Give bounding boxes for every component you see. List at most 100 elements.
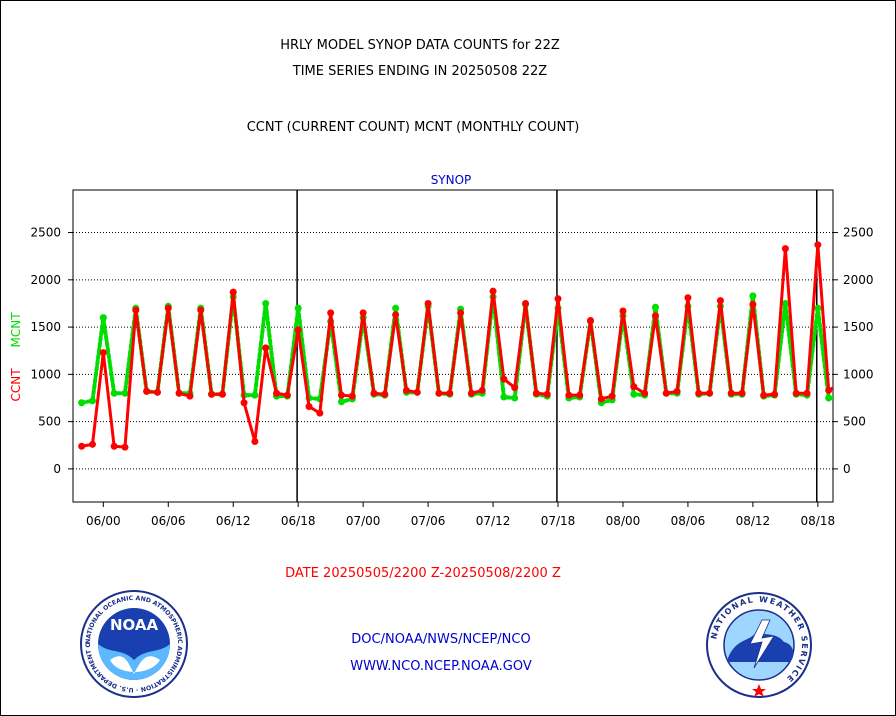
data-point-ccnt — [316, 409, 324, 417]
star-icon — [752, 684, 766, 697]
y-axis-label-ccnt: CCNT — [9, 368, 23, 402]
data-point-ccnt — [803, 389, 811, 397]
gridlines — [73, 232, 833, 470]
data-point-ccnt — [858, 390, 865, 397]
data-point-ccnt — [511, 384, 519, 392]
series-ccnt — [78, 241, 865, 451]
data-point-ccnt — [132, 306, 140, 314]
data-point-ccnt — [208, 390, 216, 398]
x-tick-label: 07/00 — [346, 514, 381, 528]
data-point-ccnt — [760, 391, 768, 399]
series-layer — [78, 241, 865, 451]
data-point-ccnt — [597, 395, 605, 403]
data-point-ccnt — [771, 390, 779, 398]
data-point-ccnt — [781, 245, 789, 253]
data-point-ccnt — [240, 399, 248, 407]
date-range-label: DATE 20250505/2200 Z-20250508/2200 Z — [285, 566, 561, 581]
data-point-mcnt — [825, 394, 833, 402]
plot-area-border — [72, 189, 834, 503]
x-axis: 06/00 06/06 06/12 06/18 07/00 07/06 07/12 07/18… — [86, 502, 835, 528]
data-point-mcnt — [651, 303, 659, 311]
series-line-ccnt — [81, 244, 833, 449]
footer-link-www[interactable]: WWW.NCO.NCEP.NOAA.GOV — [350, 659, 532, 674]
data-point-ccnt — [78, 442, 86, 450]
data-point-ccnt — [543, 390, 551, 398]
y-tick-label-left: 2000 — [30, 273, 61, 287]
data-point-ccnt — [121, 443, 129, 451]
data-point-ccnt — [435, 389, 443, 397]
data-point-mcnt — [78, 399, 86, 407]
data-point-ccnt — [197, 306, 205, 314]
x-tick-label: 06/18 — [281, 514, 316, 528]
data-point-ccnt — [327, 309, 335, 317]
noaa-logo: NOAA NATIONAL OCEANIC AND ATMOSPHERIC AD… — [80, 590, 188, 698]
y-tick-label-left: 1500 — [30, 320, 61, 334]
data-point-ccnt — [489, 287, 497, 295]
data-point-ccnt — [608, 392, 616, 400]
data-point-ccnt — [446, 389, 454, 397]
series-legend-text: CCNT (CURRENT COUNT) MCNT (MONTHLY COUNT… — [246, 120, 580, 135]
data-point-mcnt — [858, 399, 865, 406]
data-point-ccnt — [738, 389, 746, 397]
data-point-ccnt — [478, 386, 486, 394]
data-point-ccnt — [283, 391, 291, 399]
x-tick-label: 08/00 — [606, 514, 641, 528]
data-point-ccnt — [554, 295, 562, 303]
data-point-ccnt — [359, 309, 367, 317]
data-point-ccnt — [716, 297, 724, 305]
y-tick-label-left: 0 — [53, 462, 61, 476]
data-point-ccnt — [792, 389, 800, 397]
data-point-ccnt — [500, 375, 508, 383]
data-point-ccnt — [88, 440, 96, 448]
data-point-mcnt — [121, 389, 129, 397]
data-point-ccnt — [565, 391, 573, 399]
data-point-mcnt — [251, 391, 259, 399]
data-point-ccnt — [305, 403, 313, 411]
x-tick-label: 08/12 — [736, 514, 771, 528]
noaa-logo-text: NOAA — [110, 616, 159, 634]
data-point-ccnt — [294, 326, 302, 334]
data-point-ccnt — [370, 389, 378, 397]
data-point-ccnt — [727, 389, 735, 397]
chart-title-line2: TIME SERIES ENDING IN 20250508 22Z — [292, 64, 548, 79]
data-point-ccnt — [143, 387, 151, 395]
data-point-mcnt — [337, 398, 345, 406]
x-tick-label: 08/18 — [801, 514, 836, 528]
y-tick-label-right: 1000 — [843, 367, 874, 381]
data-point-ccnt — [662, 389, 670, 397]
data-point-ccnt — [337, 391, 345, 399]
data-point-mcnt — [749, 292, 757, 300]
x-tick-label: 07/18 — [541, 514, 576, 528]
data-point-ccnt — [153, 388, 161, 396]
data-point-ccnt — [836, 380, 843, 387]
data-point-ccnt — [576, 391, 584, 399]
data-point-ccnt — [706, 389, 714, 397]
y-tick-label-right: 2500 — [843, 226, 874, 240]
y-axis-label-mcnt: MCNT — [9, 312, 23, 348]
y-axis-right: 0 500 1000 1500 2000 2500 — [833, 226, 874, 476]
day-separators — [296, 190, 818, 502]
data-point-ccnt — [99, 349, 107, 357]
x-tick-label: 06/00 — [86, 514, 121, 528]
data-point-ccnt — [229, 288, 237, 296]
data-point-ccnt — [413, 388, 421, 396]
y-axis-left: 0 500 1000 1500 2000 2500 — [30, 226, 73, 476]
data-point-ccnt — [630, 383, 638, 391]
data-point-ccnt — [273, 389, 281, 397]
x-tick-label: 06/12 — [216, 514, 251, 528]
y-tick-label-left: 500 — [38, 415, 61, 429]
data-point-ccnt — [695, 389, 703, 397]
data-point-ccnt — [814, 241, 822, 249]
data-point-mcnt — [294, 304, 302, 312]
data-point-ccnt — [467, 389, 475, 397]
footer-link-doc[interactable]: DOC/NOAA/NWS/NCEP/NCO — [351, 632, 531, 647]
data-point-ccnt — [392, 311, 400, 319]
panel-title: SYNOP — [431, 173, 472, 187]
data-point-mcnt — [110, 389, 118, 397]
data-point-ccnt — [348, 392, 356, 400]
x-tick-label: 08/06 — [671, 514, 706, 528]
y-tick-label-right: 1500 — [843, 320, 874, 334]
y-tick-label-right: 2000 — [843, 273, 874, 287]
y-tick-label-right: 0 — [843, 462, 851, 476]
data-point-ccnt — [619, 307, 627, 315]
